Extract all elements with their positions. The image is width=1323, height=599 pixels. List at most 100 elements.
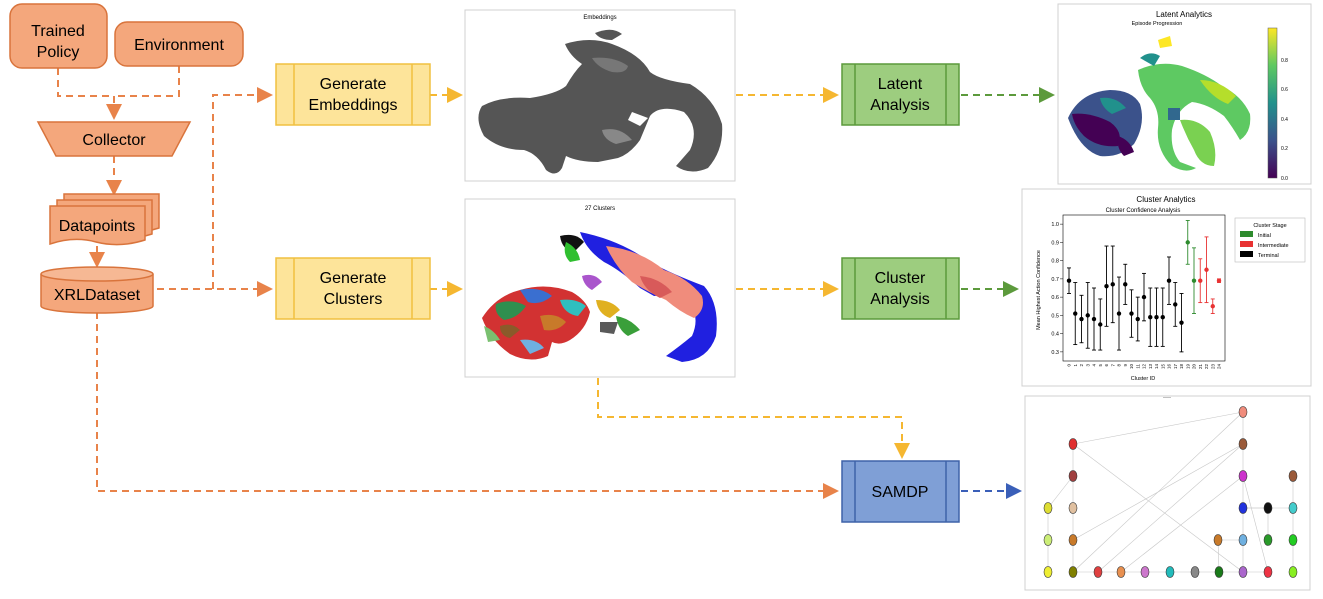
cluster-analytics-chart: Cluster Analytics Cluster Confidence Ana… — [1021, 188, 1312, 387]
x-tick-group: 0 1 2 3 4 5 6 7 8 9 10 11 12 13 14 15 16 17 18 19 20 21 22 23 24 — [1067, 364, 1222, 370]
latent-title: Latent Analytics — [1156, 10, 1212, 19]
clusters-title: 27 Clusters — [585, 206, 615, 212]
x-tick-label: 13 — [1148, 364, 1153, 370]
samdp-state-node — [1043, 502, 1053, 514]
trained-policy-label: Trained Policy — [31, 23, 85, 61]
cluster-analytics-title: Cluster Analytics — [1136, 195, 1195, 204]
legend-label-initial: Initial — [1258, 233, 1271, 239]
samdp-state-node — [1238, 534, 1248, 546]
x-tick-label: 0 — [1067, 364, 1072, 367]
y-tick-label: 0.9 — [1051, 240, 1059, 246]
error-bar-point — [1104, 245, 1109, 327]
xrl-dataset-node: XRLDataset — [40, 266, 154, 314]
samdp-state-node — [1116, 566, 1126, 578]
error-bar-point — [1204, 236, 1209, 304]
samdp-state-node — [1288, 470, 1298, 482]
error-bar-point — [1123, 263, 1128, 305]
clusters-point-cloud — [482, 232, 717, 362]
x-tick-label: 1 — [1073, 364, 1078, 367]
x-tick-label: 11 — [1135, 364, 1140, 369]
samdp-state-node — [1288, 566, 1298, 578]
x-tick-label: 17 — [1173, 364, 1178, 370]
samdp-nodes — [1043, 406, 1298, 578]
samdp-state-node — [1068, 470, 1078, 482]
generate-clusters-node: Generate Clusters — [275, 257, 431, 320]
error-bar-point — [1066, 267, 1072, 294]
error-bar-point — [1098, 298, 1103, 351]
x-tick-label: 24 — [1217, 364, 1222, 370]
samdp-state-node — [1238, 502, 1248, 514]
samdp-state-node — [1238, 438, 1248, 450]
error-bar-point — [1166, 256, 1172, 305]
generate-embeddings-node: Generate Embeddings — [275, 63, 431, 126]
x-tick-label: 9 — [1123, 364, 1128, 367]
colorbar-ticks: 0.8 0.6 0.4 0.2 0.0 — [1281, 58, 1288, 182]
x-axis-label: Cluster ID — [1131, 376, 1155, 382]
samdp-edge — [1072, 443, 1244, 541]
samdp-state-node — [1263, 534, 1273, 546]
x-tick-label: 20 — [1192, 364, 1197, 370]
x-tick-label: 3 — [1085, 364, 1090, 367]
y-tick-label: 0.5 — [1051, 313, 1059, 319]
error-bar-point — [1110, 245, 1115, 324]
samdp-state-node — [1140, 566, 1150, 578]
y-tick-label: 0.6 — [1051, 295, 1059, 301]
chart-title: Cluster Confidence Analysis — [1106, 208, 1181, 214]
embeddings-plot: Embeddings — [464, 9, 736, 182]
legend-label-terminal: Terminal — [1258, 253, 1279, 259]
samdp-state-node — [1043, 534, 1053, 546]
y-tick-label: 1.0 — [1051, 222, 1059, 228]
samdp-state-node — [1263, 566, 1273, 578]
environment-node: Environment — [114, 21, 244, 67]
x-tick-label: 14 — [1154, 364, 1159, 370]
samdp-state-node — [1238, 566, 1248, 578]
y-axis-label: Mean Highest Action Confidence — [1036, 250, 1042, 330]
colorbar-tick: 0.8 — [1281, 58, 1288, 64]
colorbar-tick: 0.0 — [1281, 176, 1288, 182]
generate-clusters-label: Generate Clusters — [320, 270, 387, 308]
datapoints-label: Datapoints — [59, 218, 136, 235]
embeddings-point-cloud — [478, 29, 723, 174]
x-tick-label: 4 — [1092, 364, 1097, 367]
legend-swatch-initial — [1240, 231, 1253, 237]
samdp-edge — [1120, 475, 1244, 573]
error-bar-point — [1216, 278, 1222, 283]
samdp-state-node — [1068, 534, 1078, 546]
latent-analysis-label: Latent Analysis — [870, 76, 930, 114]
x-tick-label: 10 — [1129, 364, 1134, 370]
xrl-dataset-label: XRLDataset — [54, 287, 141, 304]
y-tick-label: 0.4 — [1051, 332, 1059, 338]
y-tick-label: 0.3 — [1051, 350, 1059, 356]
collector-node: Collector — [36, 121, 192, 157]
samdp-state-node — [1288, 502, 1298, 514]
latent-point-cloud — [1068, 36, 1251, 171]
samdp-edge — [1097, 443, 1244, 573]
generate-embeddings-label: Generate Embeddings — [309, 76, 398, 114]
latent-analytics-plot: Latent Analytics Episode Progression 0.8… — [1057, 3, 1312, 185]
error-bar-point — [1091, 287, 1097, 351]
legend-title: Cluster Stage — [1253, 223, 1286, 229]
datapoints-node: Datapoints — [49, 193, 160, 246]
samdp-state-node — [1068, 502, 1078, 514]
samdp-state-node — [1263, 502, 1273, 514]
x-tick-label: 23 — [1210, 364, 1215, 370]
x-tick-label: 7 — [1110, 364, 1115, 367]
x-tick-label: 18 — [1179, 364, 1184, 370]
cluster-analysis-label: Cluster Analysis — [870, 270, 930, 308]
colorbar-tick: 0.4 — [1281, 117, 1288, 123]
clusters-plot: 27 Clusters — [464, 198, 736, 378]
samdp-node: SAMDP — [841, 460, 960, 523]
error-bar-point — [1129, 289, 1134, 338]
x-tick-label: 21 — [1198, 364, 1203, 370]
x-tick-label: 6 — [1104, 364, 1109, 367]
connectors — [57, 66, 1055, 499]
legend-label-intermediate: Intermediate — [1258, 243, 1289, 249]
colorbar — [1267, 27, 1278, 179]
x-tick-label: 15 — [1160, 364, 1165, 370]
plot-area — [1062, 214, 1226, 362]
cluster-analysis-node: Cluster Analysis — [841, 257, 960, 320]
samdp-state-node — [1043, 566, 1053, 578]
error-bar-point — [1148, 287, 1153, 347]
error-bar-point — [1154, 287, 1159, 347]
